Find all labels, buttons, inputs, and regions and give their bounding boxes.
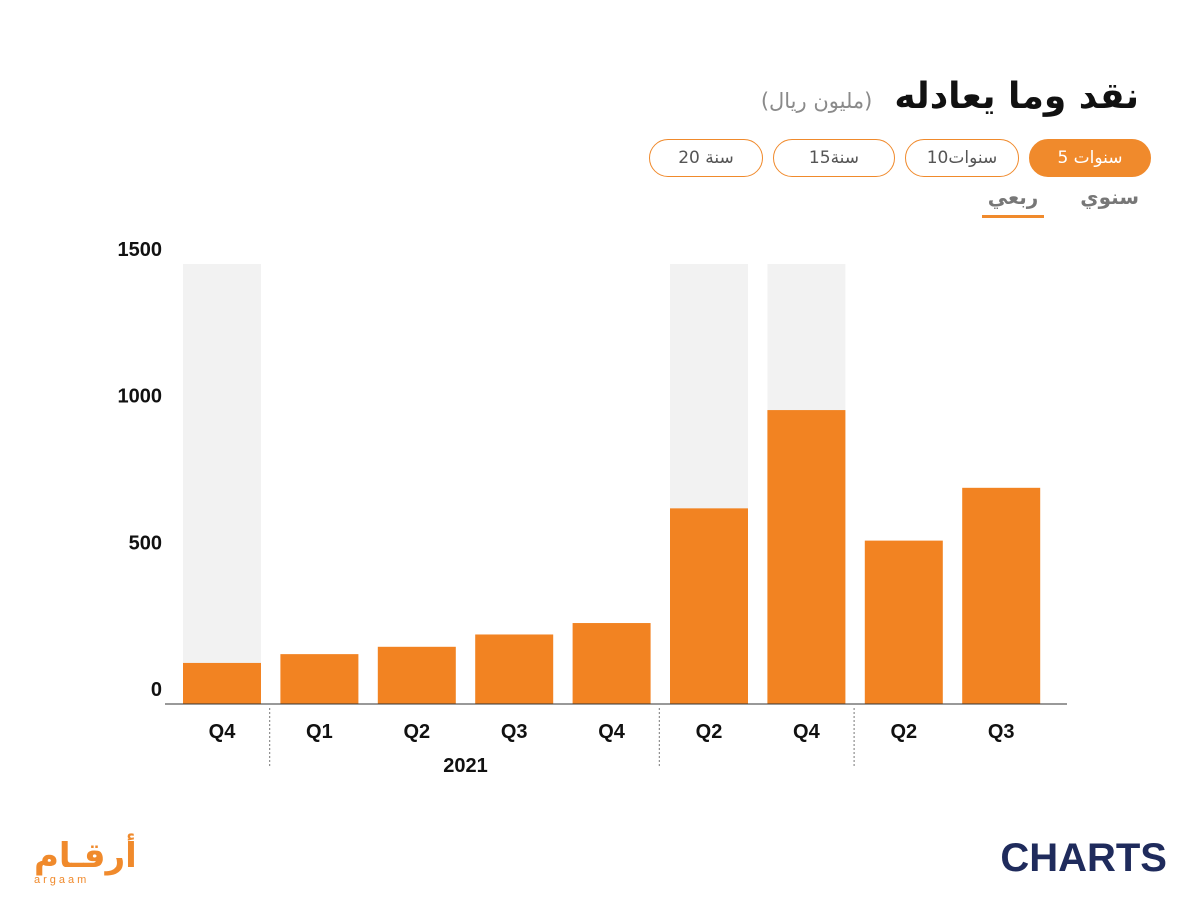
range-15y-button[interactable]: 15سنة [773, 139, 895, 177]
range-20y-button[interactable]: 20 سنة [649, 139, 763, 177]
argaam-logo-latin: argaam [34, 874, 90, 886]
bar [475, 634, 554, 704]
y-tick-label: 1500 [118, 239, 163, 261]
bar [183, 662, 261, 704]
tab-annual[interactable]: سنوي [1080, 185, 1139, 209]
bar [767, 410, 846, 704]
bar [377, 646, 456, 704]
x-tick-label: Q3 [988, 721, 1015, 743]
y-tick-label: 0 [151, 679, 162, 701]
shaded-column [183, 264, 261, 704]
x-tick-label: Q2 [403, 721, 430, 743]
tab-quarterly[interactable]: ربعي [981, 185, 1045, 218]
bar [280, 654, 359, 704]
argaam-logo: أرقـام argaam [34, 838, 144, 888]
x-tick-label: Q2 [696, 721, 723, 743]
x-tick-label: Q4 [598, 721, 626, 743]
title-row: نقد وما يعادله (مليون ريال) [761, 76, 1139, 126]
x-tick-label: Q4 [209, 721, 237, 743]
x-tick-label: Q2 [890, 721, 917, 743]
x-tick-label: Q1 [306, 721, 333, 743]
range-selector: 5 سنوات 10سنوات 15سنة 20 سنة [649, 139, 1151, 177]
y-tick-label: 500 [129, 532, 162, 554]
x-tick-label: Q3 [501, 721, 528, 743]
frequency-tabs: سنوي ربعي [981, 185, 1139, 218]
x-tick-label: Q4 [793, 721, 821, 743]
bar [572, 623, 651, 704]
range-10y-button[interactable]: 10سنوات [905, 139, 1019, 177]
range-5y-button[interactable]: 5 سنوات [1029, 139, 1151, 177]
bar [670, 508, 748, 704]
bar [864, 540, 943, 704]
y-tick-label: 1000 [118, 386, 163, 408]
bar [962, 487, 1041, 704]
chart-title: نقد وما يعادله [894, 76, 1139, 117]
charts-logo: CHARTS [1000, 836, 1167, 880]
unit-label: (مليون ريال) [760, 89, 873, 113]
argaam-logo-arabic: أرقـام [34, 836, 137, 876]
year-group-label: 2021 [443, 755, 488, 777]
